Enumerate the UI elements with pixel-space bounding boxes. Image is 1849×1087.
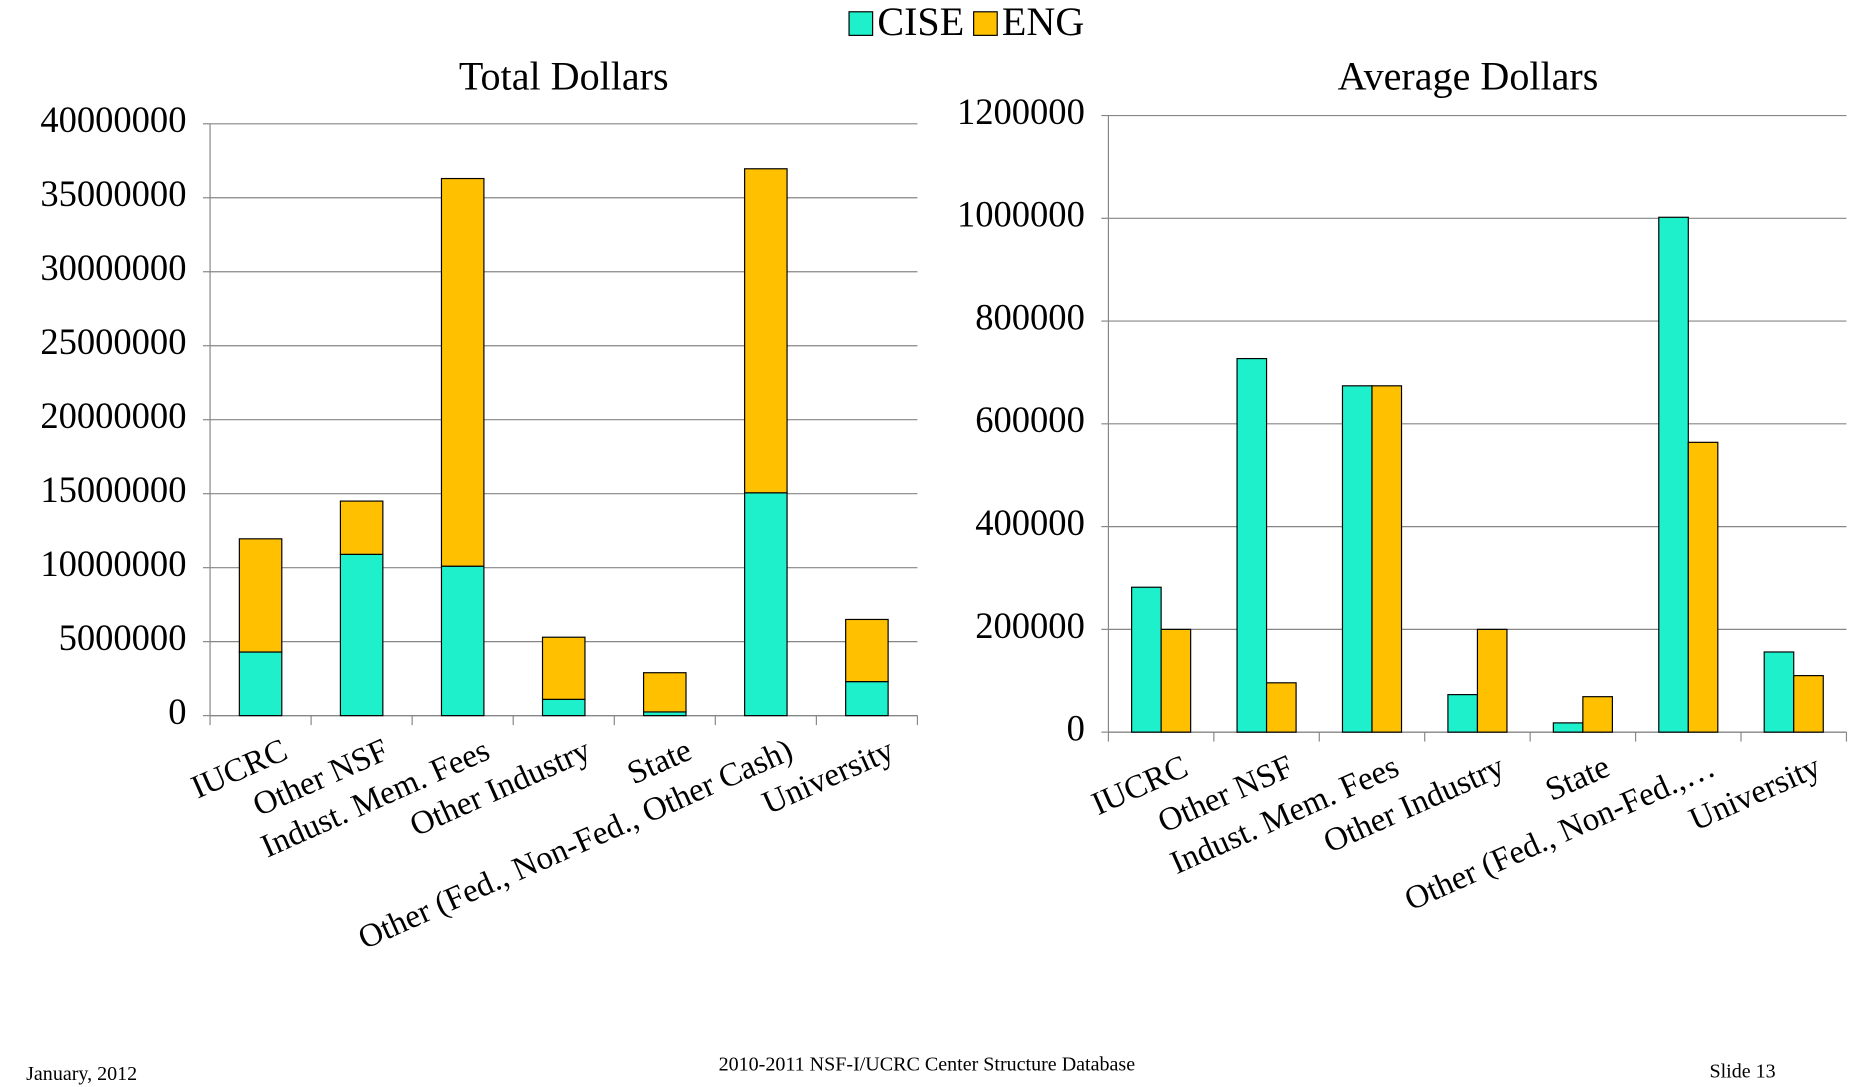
bar [1371,385,1403,733]
legend-label: CISE [877,0,964,44]
footer-slide: Slide 13 [1709,1060,1775,1082]
bar [1131,586,1162,733]
legend-swatch [973,11,998,36]
bar-segment [339,500,384,555]
y-tick-label: 400000 [975,502,1085,543]
y-tick-label: 0 [168,691,186,732]
bar-segment [642,672,687,713]
y-tick-label: 600000 [975,399,1085,440]
bar-segment [339,553,384,717]
y-tick-label: 0 [1067,708,1085,749]
bar-segment [238,651,283,717]
chart-title: Total Dollars [459,53,669,98]
legend-label: ENG [1002,0,1084,44]
bar [1763,651,1795,733]
bar [1793,675,1824,733]
bar-segment [845,681,889,717]
bar [1447,694,1479,733]
bar [1582,696,1613,733]
y-tick-label: 1200000 [957,91,1085,132]
bar-segment [845,618,889,683]
y-tick-label: 5000000 [59,617,187,658]
y-tick-label: 1000000 [957,194,1085,235]
bar-segment [440,177,485,567]
bar [1552,722,1584,733]
bar-segment [541,698,586,717]
bar [1687,441,1719,733]
bar [1236,357,1268,733]
y-tick-label: 200000 [975,605,1085,646]
bar-segment [541,636,586,700]
y-tick-label: 10000000 [40,543,186,584]
y-tick-label: 15000000 [40,469,186,510]
y-tick-label: 30000000 [40,247,186,288]
y-tick-label: 800000 [975,296,1085,337]
bar [1476,628,1508,733]
footer-date: January, 2012 [26,1063,137,1085]
bar [1160,628,1192,733]
y-tick-label: 35000000 [40,173,186,214]
bar-segment [238,538,283,653]
y-tick-label: 25000000 [40,321,186,362]
bar-segment [440,565,485,717]
bar [1658,216,1689,733]
bar [1341,385,1373,733]
footer-source: 2010-2011 NSF-I/UCRC Center Structure Da… [719,1053,1136,1075]
bar-segment [744,492,788,717]
bar-segment [744,168,788,494]
bar [1265,682,1297,733]
chart-title: Average Dollars [1338,53,1599,98]
y-tick-label: 20000000 [40,395,186,436]
y-tick-label: 40000000 [40,99,186,140]
legend-swatch [848,11,874,36]
